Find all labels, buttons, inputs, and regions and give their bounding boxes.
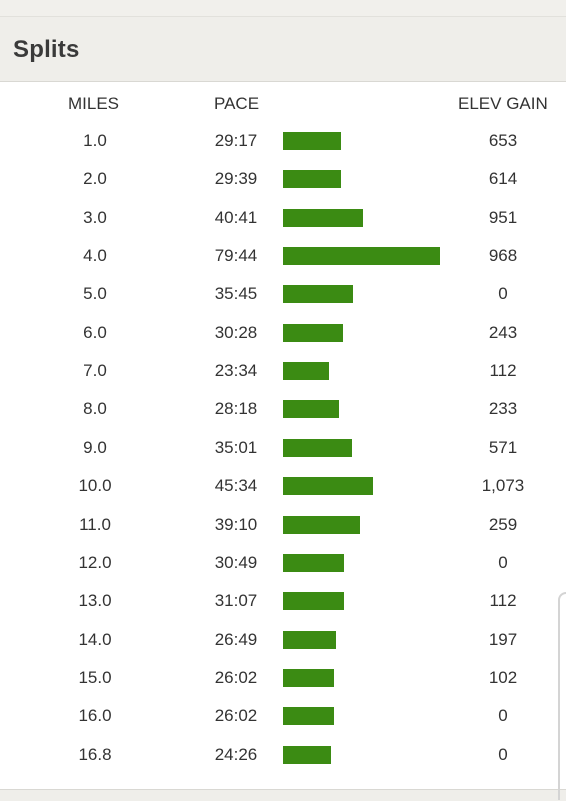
- split-miles: 8.0: [83, 399, 107, 419]
- split-row: 14.0 26:49 197: [0, 621, 566, 659]
- split-elev-gain: 112: [489, 591, 517, 611]
- split-elev-gain: 0: [498, 744, 508, 764]
- split-elev-gain: 0: [498, 552, 508, 572]
- split-elev-gain: 112: [489, 361, 517, 381]
- split-row: 9.0 35:01 571: [0, 429, 566, 467]
- split-pace: 30:49: [214, 552, 258, 572]
- pace-bar: [283, 745, 331, 764]
- split-miles: 9.0: [83, 437, 107, 457]
- split-row: 12.0 30:49 0: [0, 544, 566, 582]
- pace-bar: [283, 438, 352, 457]
- next-section-header: [0, 789, 566, 801]
- split-pace: 29:17: [214, 131, 258, 150]
- split-elev-gain: 0: [498, 706, 508, 726]
- split-pace: 29:39: [214, 169, 258, 189]
- pace-bar: [283, 247, 440, 266]
- split-pace: 45:34: [214, 476, 258, 496]
- split-pace: 24:26: [214, 744, 258, 764]
- pace-bar: [283, 323, 343, 342]
- split-pace: 30:28: [214, 322, 258, 342]
- split-pace: 26:02: [214, 706, 258, 726]
- split-pace: 35:45: [214, 284, 258, 304]
- split-miles: 1.0: [83, 131, 107, 150]
- split-miles: 5.0: [83, 284, 107, 304]
- split-miles: 4.0: [83, 246, 107, 266]
- split-pace: 40:41: [214, 207, 258, 227]
- split-row: 4.0 79:44 968: [0, 237, 566, 275]
- split-miles: 13.0: [78, 591, 112, 611]
- pace-bar: [283, 592, 344, 611]
- split-pace: 26:49: [214, 629, 258, 649]
- splits-header: Splits: [0, 17, 566, 82]
- split-row: 1.0 29:17 653: [0, 122, 566, 160]
- pace-bar: [283, 362, 329, 381]
- split-pace: 39:10: [214, 514, 258, 534]
- pace-bar: [283, 668, 334, 687]
- split-row: 6.0 30:28 243: [0, 314, 566, 352]
- pace-bar: [283, 285, 353, 304]
- split-miles: 3.0: [83, 207, 107, 227]
- pace-bar: [283, 553, 344, 572]
- split-miles: 12.0: [78, 552, 112, 572]
- pace-bar: [283, 170, 341, 189]
- section-title: Splits: [13, 36, 80, 63]
- split-miles: 2.0: [83, 169, 107, 189]
- split-row: 10.0 45:34 1,073: [0, 467, 566, 505]
- pace-bar: [283, 400, 339, 419]
- split-elev-gain: 1,073: [481, 476, 525, 496]
- split-pace: 79:44: [214, 246, 258, 266]
- split-elev-gain: 0: [498, 284, 508, 304]
- top-strip: [0, 0, 566, 17]
- pace-bar: [283, 477, 373, 496]
- split-elev-gain: 243: [488, 322, 518, 342]
- split-miles: 10.0: [78, 476, 112, 496]
- split-elev-gain: 571: [488, 437, 518, 457]
- column-header-pace: PACE: [214, 94, 260, 113]
- splits-table: MILES PACE ELEV GAIN 1.0 29:17 653 2.0 29:39…: [0, 82, 566, 789]
- split-row: 8.0 28:18 233: [0, 390, 566, 428]
- split-miles: 11.0: [79, 514, 111, 534]
- pace-bar: [283, 707, 334, 726]
- pace-bar: [283, 630, 336, 649]
- split-elev-gain: 197: [488, 629, 518, 649]
- pace-bar: [283, 208, 363, 227]
- split-miles: 16.8: [78, 744, 112, 764]
- split-elev-gain: 653: [488, 131, 518, 150]
- split-elev-gain: 259: [488, 514, 518, 534]
- split-row: 11.0 39:10 259: [0, 506, 566, 544]
- column-header-elev-gain: ELEV GAIN: [458, 94, 548, 113]
- split-elev-gain: 233: [488, 399, 518, 419]
- split-row: 3.0 40:41 951: [0, 199, 566, 237]
- pace-bar: [283, 515, 360, 534]
- column-header-miles: MILES: [68, 94, 120, 113]
- split-pace: 35:01: [214, 437, 258, 457]
- split-elev-gain: 951: [488, 207, 518, 227]
- split-elev-gain: 968: [488, 246, 518, 266]
- split-miles: 14.0: [78, 629, 112, 649]
- split-row: 16.8 24:26 0: [0, 736, 566, 774]
- split-row: 15.0 26:02 102: [0, 659, 566, 697]
- split-row: 7.0 23:34 112: [0, 352, 566, 390]
- split-row: 16.0 26:02 0: [0, 697, 566, 735]
- split-row: 2.0 29:39 614: [0, 160, 566, 198]
- split-elev-gain: 102: [488, 667, 518, 687]
- split-miles: 16.0: [78, 706, 112, 726]
- split-miles: 6.0: [83, 322, 107, 342]
- split-miles: 7.0: [83, 361, 107, 381]
- split-elev-gain: 614: [488, 169, 518, 189]
- split-pace: 31:07: [214, 591, 258, 611]
- pace-bar: [283, 132, 341, 150]
- split-pace: 28:18: [214, 399, 258, 419]
- scroll-edge: [558, 592, 566, 800]
- split-pace: 26:02: [214, 667, 258, 687]
- split-row: 5.0 35:45 0: [0, 275, 566, 313]
- split-pace: 23:34: [214, 361, 258, 381]
- split-miles: 15.0: [78, 667, 112, 687]
- split-row: 13.0 31:07 112: [0, 582, 566, 620]
